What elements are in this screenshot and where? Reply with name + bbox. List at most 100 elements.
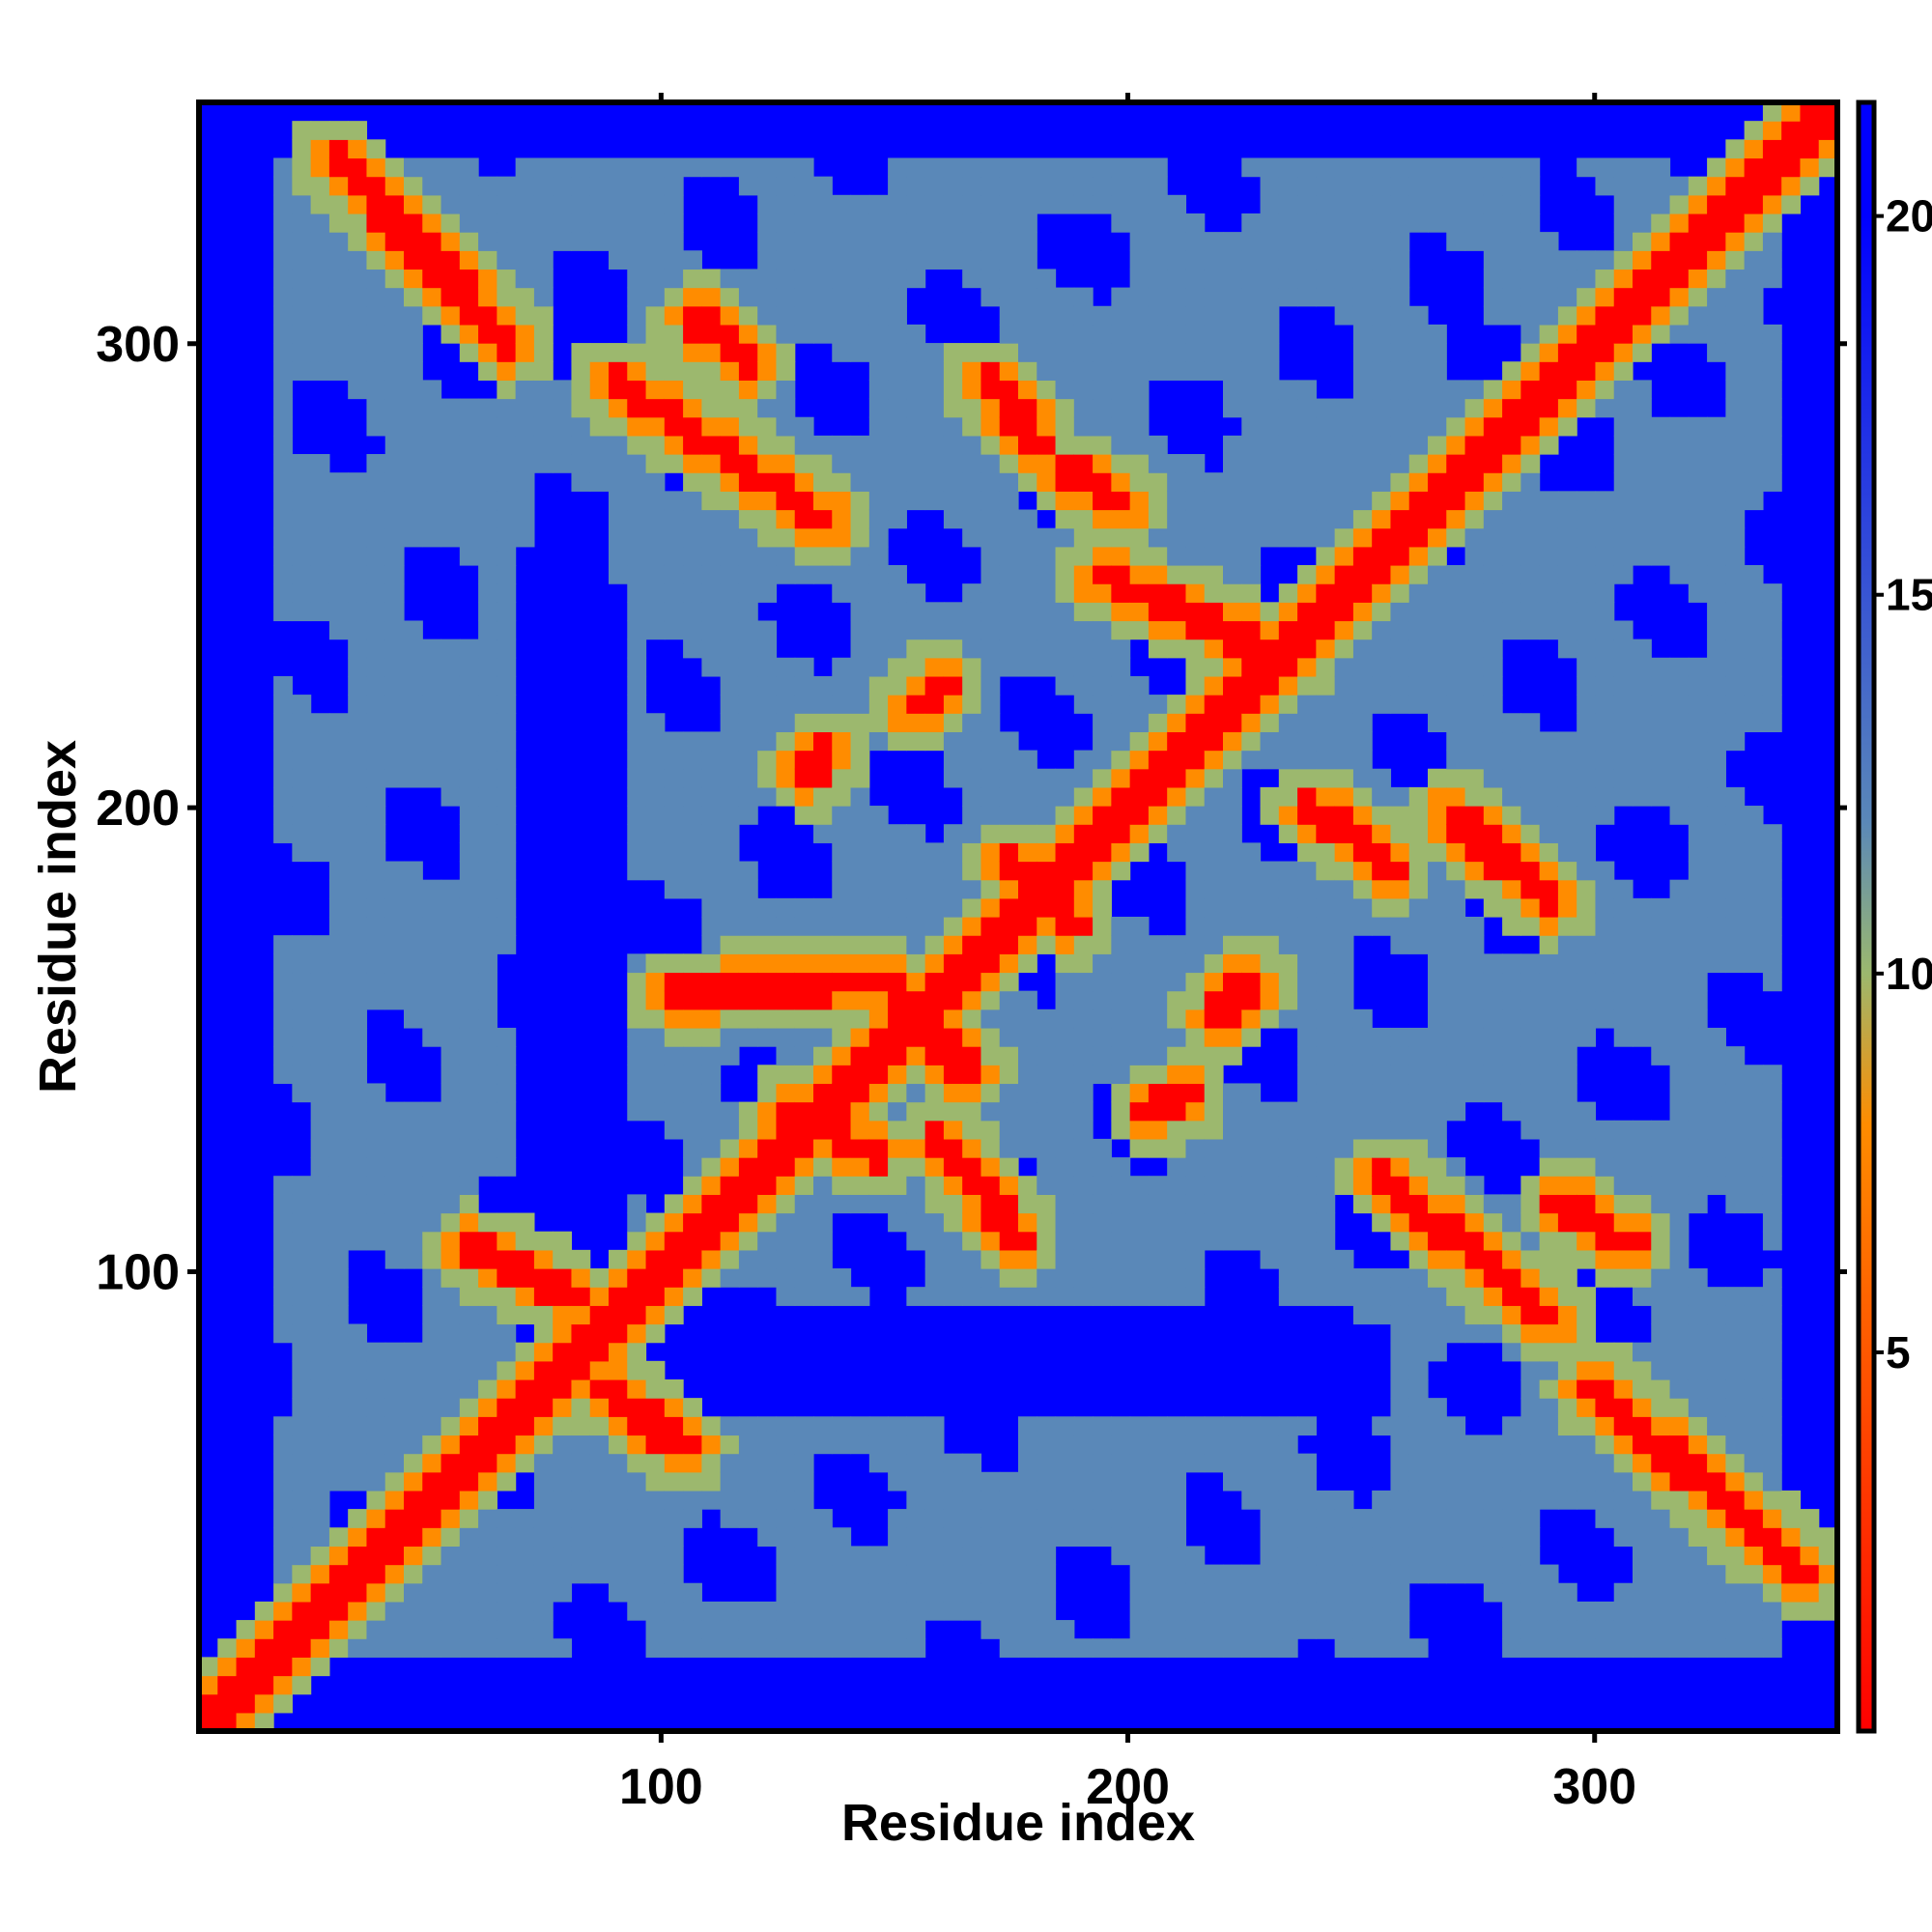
heatmap-cell (1129, 713, 1150, 733)
heatmap-cell (1167, 1194, 1187, 1214)
heatmap-cell (533, 1471, 554, 1492)
heatmap-cell (1520, 1564, 1541, 1584)
heatmap-cell (813, 509, 833, 529)
heatmap-cell (1204, 1046, 1224, 1065)
heatmap-cell (384, 935, 405, 954)
heatmap-cell (868, 287, 889, 307)
heatmap-cell (1502, 380, 1521, 400)
heatmap-cell (553, 1582, 573, 1603)
heatmap-cell (999, 1638, 1019, 1658)
heatmap-cell (440, 990, 461, 1010)
heatmap-cell (1613, 1120, 1634, 1140)
heatmap-cell (1446, 806, 1466, 825)
heatmap-cell (850, 1138, 870, 1158)
heatmap-cell (980, 1157, 1001, 1177)
heatmap-cell (1428, 435, 1447, 455)
heatmap-cell (1613, 194, 1634, 214)
heatmap-cell (571, 454, 591, 473)
heatmap-cell (980, 527, 1001, 548)
heatmap-cell (1334, 1509, 1354, 1528)
heatmap-cell (1633, 639, 1652, 659)
heatmap-cell (980, 546, 1001, 566)
heatmap-cell (1428, 1157, 1447, 1177)
heatmap-cell (1633, 398, 1652, 418)
heatmap-cell (1725, 1490, 1746, 1510)
heatmap-cell (1539, 1009, 1559, 1029)
heatmap-cell (1520, 972, 1541, 992)
heatmap-cell (273, 675, 293, 696)
heatmap-cell (776, 1194, 796, 1214)
heatmap-cell (497, 731, 517, 752)
heatmap-cell (440, 1065, 461, 1085)
heatmap-cell (683, 768, 702, 788)
heatmap-cell (813, 953, 833, 974)
heatmap-cell (1633, 1564, 1652, 1584)
heatmap-cell (459, 1249, 479, 1269)
heatmap-cell (1018, 398, 1037, 418)
heatmap-cell (1167, 1065, 1187, 1085)
heatmap-cell (720, 861, 740, 881)
heatmap-cell (589, 1490, 610, 1510)
heatmap-cell (776, 1546, 796, 1566)
heatmap-cell (1390, 1398, 1410, 1417)
heatmap-cell (1111, 583, 1131, 603)
heatmap-cell (1707, 176, 1726, 196)
heatmap-cell (1428, 1398, 1447, 1417)
heatmap-cell (1408, 1471, 1429, 1492)
heatmap-cell (1408, 1046, 1429, 1065)
heatmap-cell (497, 806, 517, 825)
heatmap-cell (1129, 1176, 1150, 1195)
heatmap-cell (609, 1453, 628, 1473)
heatmap-cell (664, 1065, 684, 1085)
heatmap-cell (1260, 1231, 1280, 1251)
heatmap-cell (328, 1398, 349, 1417)
heatmap-cell (1408, 324, 1429, 344)
heatmap-cell (1557, 1176, 1577, 1195)
heatmap-cell (459, 213, 479, 233)
heatmap-cell (254, 1712, 274, 1731)
heatmap-cell (459, 861, 479, 881)
heatmap-cell (1502, 1083, 1521, 1103)
heatmap-cell (1167, 1453, 1187, 1473)
heatmap-cell (1651, 1046, 1671, 1065)
heatmap-cell (1446, 583, 1466, 603)
heatmap-cell (1725, 1138, 1746, 1158)
heatmap-cell (1390, 1416, 1410, 1436)
heatmap-cell (943, 1527, 963, 1548)
heatmap-cell (962, 824, 982, 843)
heatmap-cell (1688, 491, 1708, 511)
heatmap-cell (404, 1546, 423, 1566)
heatmap-cell (440, 1176, 461, 1195)
heatmap-cell (1446, 1194, 1466, 1214)
heatmap-cell (888, 435, 907, 455)
heatmap-cell (1260, 750, 1280, 770)
heatmap-cell (1390, 1120, 1410, 1140)
heatmap-cell (1148, 157, 1168, 178)
heatmap-cell (1055, 343, 1075, 362)
heatmap-cell (497, 232, 517, 251)
heatmap-cell (850, 583, 870, 603)
heatmap-cell (720, 380, 740, 400)
heatmap-cell (1669, 213, 1690, 233)
heatmap-cell (1352, 232, 1373, 251)
heatmap-cell (701, 324, 722, 344)
heatmap-cell (1297, 157, 1317, 178)
heatmap-cell (645, 1083, 666, 1103)
heatmap-cell (366, 1360, 386, 1380)
heatmap-cell (440, 1083, 461, 1103)
heatmap-cell (1390, 861, 1410, 881)
heatmap-cell (1428, 1009, 1447, 1029)
heatmap-cell (627, 731, 647, 752)
heatmap-cell (1037, 287, 1057, 307)
heatmap-cell (1055, 768, 1075, 788)
heatmap-cell (1037, 472, 1057, 492)
heatmap-cell (422, 176, 442, 196)
heatmap-cell (1278, 1249, 1298, 1269)
heatmap-cell (850, 824, 870, 843)
heatmap-cell (776, 213, 796, 233)
heatmap-cell (1464, 1046, 1485, 1065)
heatmap-cell (1129, 1564, 1150, 1584)
heatmap-cell (478, 842, 497, 863)
heatmap-cell (1483, 750, 1503, 770)
heatmap-cell (1502, 305, 1521, 326)
